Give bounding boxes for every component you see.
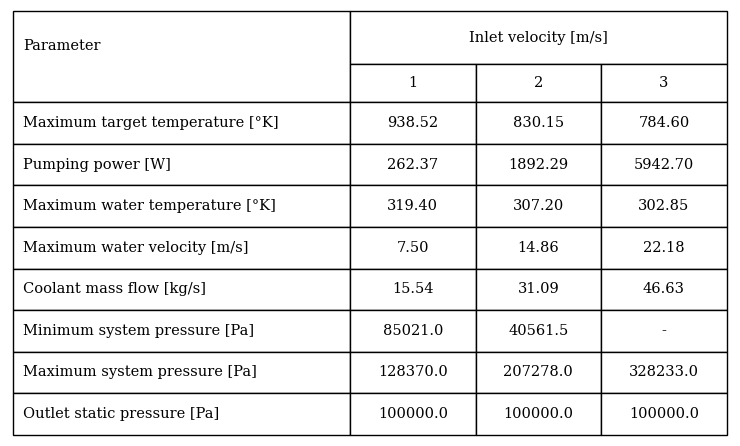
Bar [476,227,601,268]
Text: 15.54: 15.54 [392,282,434,296]
Text: 5942.70: 5942.70 [633,157,694,172]
Text: 1: 1 [408,76,417,90]
Text: 46.63: 46.63 [643,282,685,296]
Bar [601,186,727,227]
Bar [476,352,601,393]
Text: 784.60: 784.60 [639,116,690,130]
Bar [350,64,476,102]
Text: 7.50: 7.50 [397,241,429,255]
Bar [13,102,350,144]
Bar [13,11,350,102]
Bar [350,352,476,393]
Bar [601,64,727,102]
Text: 14.86: 14.86 [517,241,559,255]
Bar [13,186,350,227]
Bar [350,227,476,268]
Bar [601,393,727,435]
Text: -: - [662,324,666,338]
Bar [13,310,350,352]
Bar [350,11,727,64]
Text: 302.85: 302.85 [639,199,690,213]
Text: Maximum target temperature [°K]: Maximum target temperature [°K] [23,116,278,130]
Bar [476,186,601,227]
Text: Outlet static pressure [Pa]: Outlet static pressure [Pa] [23,407,219,421]
Text: 938.52: 938.52 [387,116,438,130]
Bar [350,144,476,186]
Text: 328233.0: 328233.0 [629,365,699,380]
Text: Pumping power [W]: Pumping power [W] [23,157,171,172]
Bar [350,393,476,435]
Text: Coolant mass flow [kg/s]: Coolant mass flow [kg/s] [23,282,206,296]
Bar [350,310,476,352]
Text: 319.40: 319.40 [387,199,438,213]
Bar [13,352,350,393]
Bar [476,144,601,186]
Text: 2: 2 [534,76,543,90]
Text: 31.09: 31.09 [517,282,559,296]
Text: 100000.0: 100000.0 [503,407,574,421]
Text: 830.15: 830.15 [513,116,564,130]
Bar [601,102,727,144]
Text: 40561.5: 40561.5 [508,324,568,338]
Bar [350,268,476,310]
Bar [601,227,727,268]
Bar [13,393,350,435]
Text: 85021.0: 85021.0 [383,324,443,338]
Bar [13,227,350,268]
Text: Maximum system pressure [Pa]: Maximum system pressure [Pa] [23,365,257,380]
Text: Parameter: Parameter [23,39,101,53]
Text: 3: 3 [659,76,669,90]
Text: 207278.0: 207278.0 [503,365,574,380]
Bar [476,393,601,435]
Text: Minimum system pressure [Pa]: Minimum system pressure [Pa] [23,324,254,338]
Text: 1892.29: 1892.29 [508,157,568,172]
Text: Maximum water velocity [m/s]: Maximum water velocity [m/s] [23,241,249,255]
Bar [601,268,727,310]
Bar [13,144,350,186]
Bar [601,352,727,393]
Bar [350,102,476,144]
Bar [601,310,727,352]
Bar [476,64,601,102]
Text: 128370.0: 128370.0 [378,365,448,380]
Text: Maximum water temperature [°K]: Maximum water temperature [°K] [23,199,276,213]
Bar [476,102,601,144]
Text: 100000.0: 100000.0 [378,407,448,421]
Bar [601,144,727,186]
Text: 307.20: 307.20 [513,199,564,213]
Bar [476,310,601,352]
Text: 100000.0: 100000.0 [629,407,699,421]
Bar [476,268,601,310]
Bar [350,186,476,227]
Text: Inlet velocity [m/s]: Inlet velocity [m/s] [469,31,608,45]
Text: 22.18: 22.18 [643,241,684,255]
Bar [13,268,350,310]
Text: 262.37: 262.37 [387,157,438,172]
